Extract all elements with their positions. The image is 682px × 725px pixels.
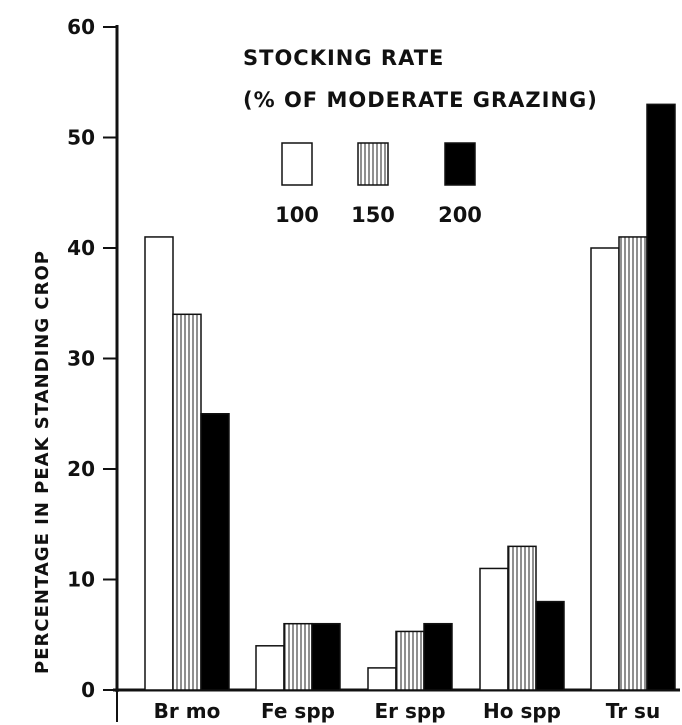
bar-200-ho-spp [535,600,565,691]
legend-title-line1: STOCKING RATE [243,46,444,70]
legend-title-line2: (% OF MODERATE GRAZING) [243,88,598,112]
y-tick-label: 0 [81,678,95,702]
y-tick-label: 40 [67,236,95,260]
legend: STOCKING RATE (% OF MODERATE GRAZING) 10… [243,46,598,227]
bar-150-tr-su [618,236,648,691]
bar-100-ho-spp [479,567,509,691]
category-label: Ho spp [483,699,561,723]
bar-150-ho-spp [507,545,537,691]
bar-150-fe-spp [283,622,313,691]
legend-label-100: 100 [275,203,319,227]
y-axis-label: PERCENTAGE IN PEAK STANDING CROP [32,250,53,674]
y-tick-label: 30 [67,347,95,371]
y-tick-label: 60 [67,15,95,39]
legend-label-150: 150 [351,203,395,227]
bar-100-tr-su [590,247,620,691]
legend-swatch-150 [357,142,389,186]
bar-100-fe-spp [255,645,285,691]
bar-100-br-mo [144,236,174,691]
category-label: Fe spp [261,699,335,723]
bar-200-fe-spp [311,622,341,691]
bar-100-er-spp [367,667,397,691]
y-ticks: 0 10 20 30 40 50 60 [67,15,117,702]
bar-200-br-mo [200,413,230,691]
y-tick-label: 50 [67,126,95,150]
y-tick-label: 10 [67,568,95,592]
category-label: Er spp [374,699,445,723]
bar-150-er-spp [395,630,425,691]
bars [144,103,676,691]
category-label: Tr su [606,699,660,723]
legend-label-200: 200 [438,203,482,227]
legend-swatch-100 [281,142,313,186]
bar-200-tr-su [646,103,676,691]
bar-200-er-spp [423,622,453,691]
bar-150-br-mo [172,313,202,691]
y-tick-label: 20 [67,457,95,481]
category-label: Br mo [154,699,221,723]
legend-swatch-200 [444,142,476,186]
x-categories: Br mo Fe spp Er spp Ho spp Tr su [154,699,661,723]
